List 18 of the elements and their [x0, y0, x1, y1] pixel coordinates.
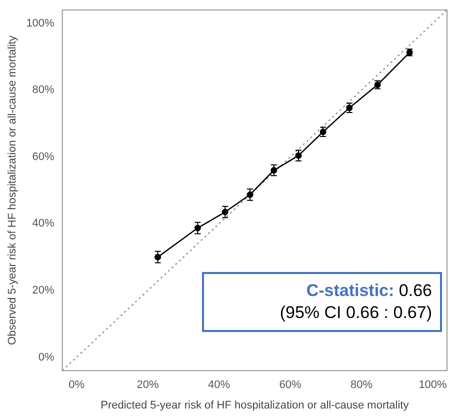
annotation: C-statistic: — [306, 281, 394, 300]
text-box: C-statistic: 0.66 (95% CI 0.66 : 0.67) — [202, 272, 442, 332]
x-tick-label: 100% — [418, 379, 448, 392]
y-tick-label: 80% — [32, 84, 55, 96]
annotation: 0.66 — [398, 281, 432, 300]
x-tick-label: 0% — [68, 379, 85, 392]
y-tick-label: 0% — [38, 351, 55, 364]
y-tick-label: 100% — [26, 17, 55, 30]
x-tick-label: 20% — [136, 379, 160, 392]
annotation: (95% CI 0.66 : 0.67) — [280, 303, 432, 322]
x-tick-label: 80% — [350, 379, 373, 392]
x-tick-label: 40% — [208, 379, 230, 392]
y-tick-label: 20% — [32, 284, 55, 296]
y-axis-title: Observed 5-year risk of HF hospitalization or all-cause mortality — [6, 35, 19, 345]
x-tick-label: 60% — [279, 379, 302, 392]
y-tick-label: 40% — [32, 218, 55, 230]
x-axis-title: Predicted 5-year risk of HF hospitalization or all-cause mortality — [100, 399, 410, 412]
y-tick-label: 60% — [32, 150, 55, 163]
